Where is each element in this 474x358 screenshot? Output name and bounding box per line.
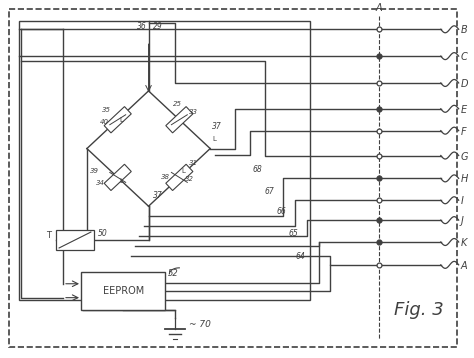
Text: ~ 70: ~ 70	[189, 320, 211, 329]
Text: 35: 35	[102, 107, 111, 113]
Text: EEPROM: EEPROM	[102, 286, 144, 296]
Text: 40: 40	[100, 119, 109, 125]
Text: L: L	[212, 136, 216, 142]
Text: H: H	[461, 174, 468, 184]
Text: J: J	[461, 216, 464, 226]
Text: K: K	[461, 238, 467, 248]
Bar	[104, 164, 131, 190]
Bar	[81, 272, 165, 310]
Text: 68: 68	[253, 165, 263, 174]
Text: 31: 31	[189, 160, 198, 166]
Text: 65: 65	[289, 229, 299, 238]
Text: T: T	[46, 231, 51, 240]
Text: 34: 34	[96, 180, 105, 187]
Text: 33: 33	[189, 109, 198, 115]
Text: 29: 29	[153, 22, 162, 31]
Text: 38: 38	[162, 174, 171, 180]
Text: I: I	[461, 196, 464, 206]
Text: D: D	[461, 79, 468, 89]
Text: 39: 39	[90, 168, 99, 174]
Text: 37: 37	[212, 122, 222, 131]
Bar	[56, 230, 94, 250]
Text: 25: 25	[173, 101, 182, 107]
Text: 32: 32	[185, 176, 194, 182]
Text: C: C	[461, 52, 467, 62]
Bar	[19, 21, 310, 300]
Text: G: G	[461, 151, 468, 161]
Text: 36: 36	[137, 22, 146, 31]
Text: A: A	[376, 3, 383, 13]
Text: 52: 52	[167, 269, 178, 278]
Bar	[166, 164, 193, 190]
Text: 50: 50	[98, 229, 108, 238]
Text: Fig. 3: Fig. 3	[394, 301, 444, 319]
Text: F: F	[461, 127, 466, 137]
Text: 66: 66	[277, 207, 286, 216]
Text: 37: 37	[153, 191, 162, 200]
Text: B: B	[461, 25, 467, 35]
Text: L: L	[182, 168, 185, 174]
Text: E: E	[461, 105, 467, 115]
Text: L: L	[120, 117, 124, 123]
Text: L: L	[120, 178, 124, 184]
Bar	[104, 107, 131, 133]
Text: A: A	[461, 261, 467, 271]
Text: 67: 67	[265, 187, 274, 196]
Text: 64: 64	[296, 252, 305, 261]
Bar	[166, 107, 193, 133]
